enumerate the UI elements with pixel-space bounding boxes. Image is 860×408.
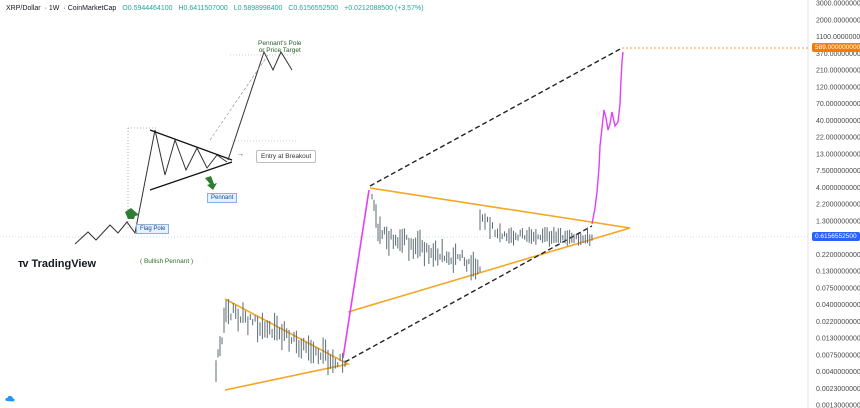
pump-leg <box>342 189 370 359</box>
upper-dashed-trend <box>369 47 623 187</box>
price-axis-tick: 0.0023000000 <box>816 386 860 393</box>
pole-target-label: Pennant's Pole or Price Target <box>258 40 302 54</box>
price-axis-tick: 13.0000000000 <box>816 151 860 158</box>
current-price-badge: 0.6156552500 <box>812 232 860 241</box>
projection-path <box>591 51 624 225</box>
pennant-upper-line <box>149 129 233 161</box>
pennant-lower-line <box>149 161 233 191</box>
price-axis-tick: 0.2200000000 <box>816 252 860 259</box>
price-axis-tick: 0.0040000000 <box>816 369 860 376</box>
price-axis-tick: 40.0000000000 <box>816 118 860 125</box>
flag-pole-label: Flag Pole <box>136 224 170 234</box>
close-value: C0.6156552500 <box>288 5 339 12</box>
symbol-header: XRP/Dollar · 1W · CoinMarketCap O0.5944464… <box>6 5 424 12</box>
target-projection <box>209 54 269 141</box>
price-axis-tick: 0.0750000000 <box>816 285 860 292</box>
entry-arrow: → <box>237 151 244 158</box>
price-axis[interactable]: 3000.0000000000 2000.0000000000 1100.00000… <box>816 1 860 408</box>
data-source: CoinMarketCap <box>67 5 117 12</box>
price-axis-tick: 0.1300000000 <box>816 269 860 276</box>
lower-dashed-trend <box>344 225 593 363</box>
left-pennant-triangle <box>224 298 351 391</box>
tradingview-logo[interactable]: ᴛᴠ TradingView <box>18 258 96 270</box>
price-axis-tick: 0.0220000000 <box>816 319 860 326</box>
low-value: L0.5898998400 <box>233 5 283 12</box>
price-axis-tick: 0.0130000000 <box>816 336 860 343</box>
price-axis-tick: 370.0000000000 <box>816 51 860 58</box>
price-axis-tick: 1100.0000000000 <box>816 34 860 41</box>
price-axis-tick: 70.0000000000 <box>816 101 860 108</box>
price-axis-tick: 7.5000000000 <box>816 168 860 175</box>
tradingview-mark-icon: ᴛᴠ <box>18 258 28 270</box>
pole-target-line1: Pennant's Pole <box>258 40 302 47</box>
price-axis-tick: 2.2000000000 <box>816 202 860 209</box>
pennant-zigzag <box>74 129 228 245</box>
diagram-title: ( Bullish Pennant ) <box>140 258 194 265</box>
tradingview-wordmark: TradingView <box>31 258 97 270</box>
symbol-name[interactable]: XRP/Dollar <box>6 5 41 12</box>
price-axis-tick: 1.3000000000 <box>816 218 860 225</box>
price-axis-tick: 210.0000000000 <box>816 68 860 75</box>
price-axis-tick: 0.0400000000 <box>816 302 860 309</box>
big-pennant-triangle <box>347 187 631 313</box>
interval-label[interactable]: 1W <box>48 5 60 12</box>
bullish-pennant-diagram: → <box>74 50 300 245</box>
flag-pole-arrow <box>125 208 139 219</box>
price-axis-tick: 4.0000000000 <box>816 185 860 192</box>
pennant-label: Pennant <box>207 193 238 203</box>
price-axis-tick: 0.0075000000 <box>816 352 860 359</box>
pole-target-line2: or Price Target <box>258 47 301 54</box>
breakout-path <box>227 50 293 161</box>
target-price-badge: 589.0000000000 <box>812 43 860 52</box>
chart-drawings <box>215 47 631 391</box>
price-axis-tick: 22.0000000000 <box>816 135 860 142</box>
pennant-arrow <box>205 176 217 190</box>
price-candles <box>215 194 593 382</box>
entry-callout: Entry at Breakout <box>256 150 317 163</box>
open-value: O0.5944464100 <box>122 5 173 12</box>
price-axis-tick: 0.0013000000 <box>816 403 860 408</box>
price-axis-tick: 3000.0000000000 <box>816 1 860 8</box>
high-value: H0.6411507000 <box>178 5 228 12</box>
cloud-icon[interactable] <box>4 393 16 405</box>
price-axis-tick: 2000.0000000000 <box>816 17 860 24</box>
price-axis-tick: 120.0000000000 <box>816 84 860 91</box>
change-value: +0.0212088500 (+3.57%) <box>344 5 424 12</box>
